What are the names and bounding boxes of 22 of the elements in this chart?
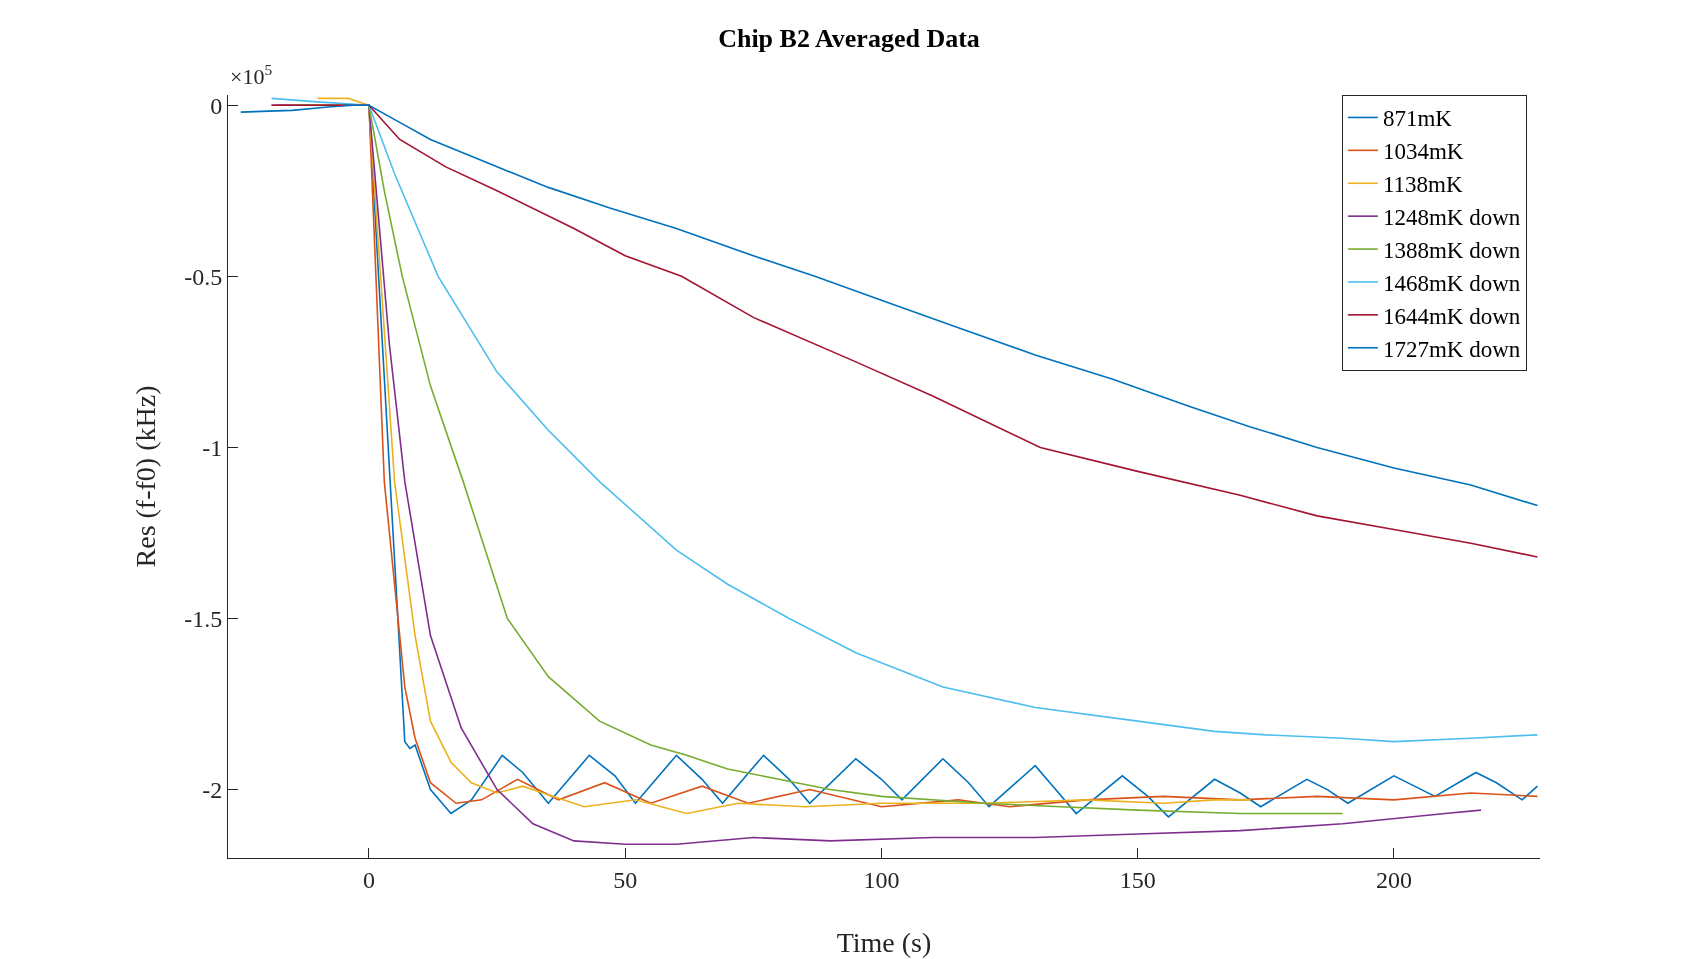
y-tick-label: -2: [202, 776, 223, 803]
x-tick-label: 50: [613, 866, 638, 893]
x-tick-label: 0: [362, 866, 375, 893]
y-tick-label: 0: [210, 92, 223, 119]
x-tick-label: 200: [1375, 866, 1412, 893]
text: ×10$^{5}$: [230, 61, 273, 90]
legend-label: 1388mK down: [1382, 238, 1521, 264]
legend-label: 1248mK down: [1382, 205, 1521, 231]
legend-label: 1034mK: [1382, 139, 1464, 165]
y-tick-label: -1: [202, 434, 223, 461]
chart-title: Chip B2 Averaged Data: [718, 24, 980, 54]
y-axis-title: Res (f-f0) (kHz): [129, 385, 161, 568]
legend-label: 1727mK down: [1382, 336, 1521, 362]
y-tick-label: -0.5: [184, 263, 223, 290]
x-axis-title: Time (s): [836, 927, 932, 958]
legend-label: 871mK: [1382, 106, 1453, 132]
legend-label: 1644mK down: [1382, 303, 1521, 329]
x-tick-label: 150: [1119, 866, 1156, 893]
legend-label: 1138mK: [1382, 172, 1463, 198]
y-tick-label: -1.5: [184, 605, 223, 632]
x-tick-label: 100: [863, 866, 900, 893]
legend-label: 1468mK down: [1382, 270, 1521, 296]
